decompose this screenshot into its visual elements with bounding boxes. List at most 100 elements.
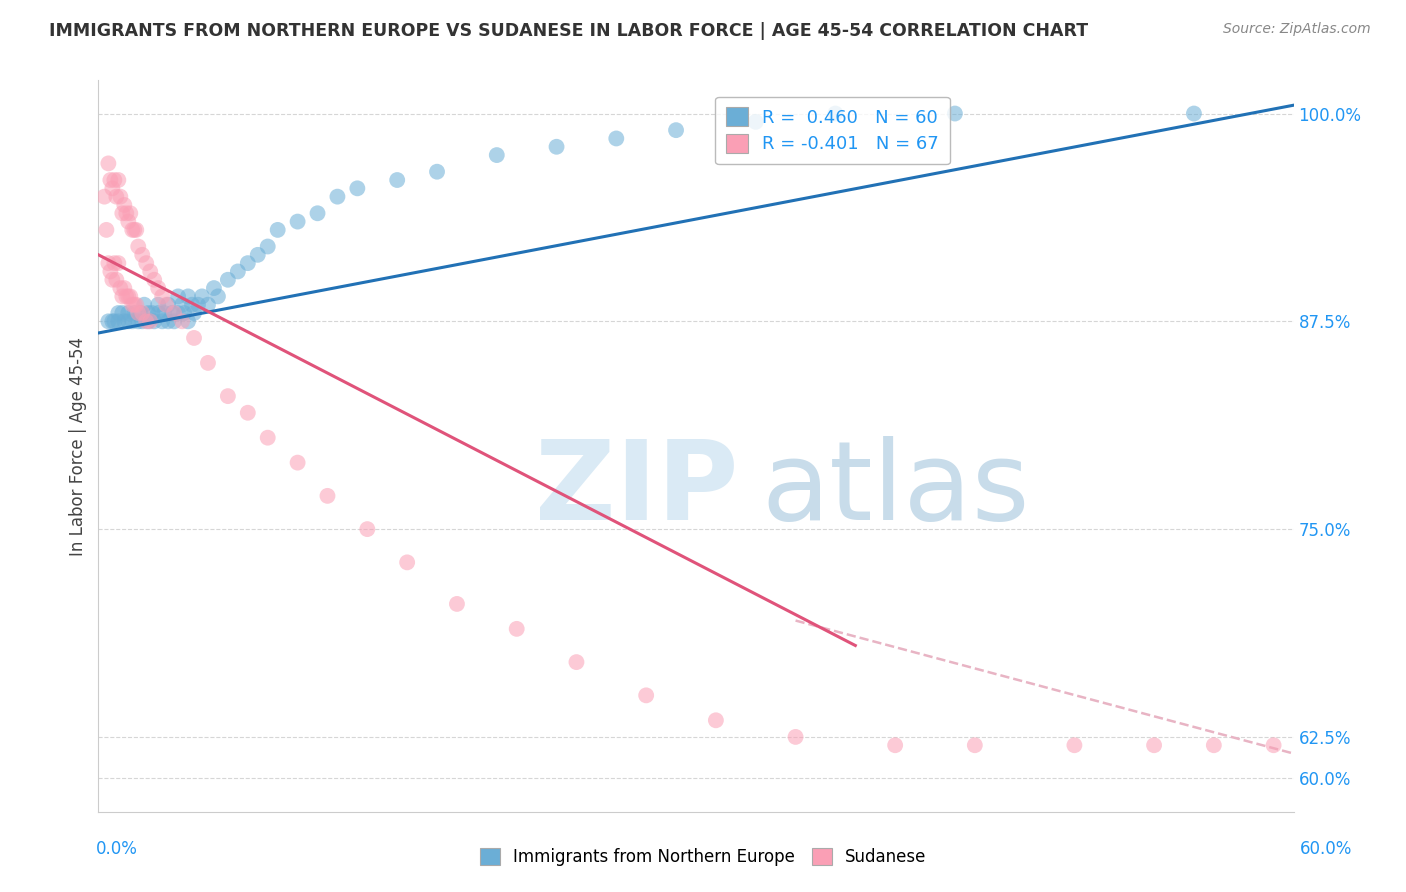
Point bbox=[236, 256, 259, 270]
Point bbox=[105, 273, 128, 287]
Point bbox=[124, 298, 146, 312]
Point bbox=[636, 689, 658, 703]
Point bbox=[127, 314, 149, 328]
Point bbox=[148, 298, 170, 312]
Point bbox=[191, 289, 214, 303]
Point bbox=[107, 306, 129, 320]
Point bbox=[173, 306, 195, 320]
Point bbox=[197, 298, 219, 312]
Point bbox=[139, 264, 162, 278]
Point bbox=[1143, 738, 1166, 752]
Point bbox=[177, 314, 200, 328]
Point bbox=[704, 714, 727, 728]
Point bbox=[93, 189, 115, 203]
Point bbox=[385, 173, 409, 187]
Point bbox=[136, 306, 159, 320]
Point bbox=[125, 223, 148, 237]
Point bbox=[217, 273, 239, 287]
Point bbox=[143, 273, 166, 287]
Point bbox=[356, 522, 378, 536]
Point bbox=[202, 281, 225, 295]
Point bbox=[121, 298, 143, 312]
Point bbox=[605, 131, 627, 145]
Point bbox=[112, 314, 135, 328]
Point bbox=[745, 115, 768, 129]
Point bbox=[107, 314, 129, 328]
Point bbox=[97, 156, 120, 170]
Point bbox=[267, 223, 290, 237]
Point bbox=[131, 248, 153, 262]
Point bbox=[316, 489, 339, 503]
Point bbox=[197, 356, 219, 370]
Point bbox=[163, 306, 186, 320]
Point bbox=[117, 214, 139, 228]
Point bbox=[157, 298, 180, 312]
Point bbox=[129, 306, 152, 320]
Point bbox=[117, 314, 139, 328]
Point bbox=[120, 289, 142, 303]
Point bbox=[256, 239, 278, 253]
Point bbox=[217, 389, 239, 403]
Point bbox=[141, 306, 163, 320]
Point bbox=[150, 314, 173, 328]
Point bbox=[183, 306, 205, 320]
Point bbox=[103, 314, 125, 328]
Point bbox=[115, 206, 138, 220]
Point bbox=[665, 123, 688, 137]
Point bbox=[485, 148, 508, 162]
Point bbox=[139, 314, 162, 328]
Point bbox=[943, 106, 966, 120]
Point bbox=[824, 106, 846, 120]
Point bbox=[96, 223, 118, 237]
Point bbox=[148, 281, 170, 295]
Point bbox=[246, 248, 269, 262]
Point bbox=[125, 298, 148, 312]
Point bbox=[172, 298, 194, 312]
Point bbox=[98, 173, 122, 187]
Point bbox=[107, 256, 129, 270]
Point bbox=[98, 264, 122, 278]
Point bbox=[163, 314, 186, 328]
Point bbox=[1063, 738, 1085, 752]
Point bbox=[110, 189, 132, 203]
Text: 0.0%: 0.0% bbox=[96, 840, 138, 858]
Point bbox=[97, 256, 120, 270]
Point bbox=[167, 289, 190, 303]
Point bbox=[785, 730, 807, 744]
Text: IMMIGRANTS FROM NORTHERN EUROPE VS SUDANESE IN LABOR FORCE | AGE 45-54 CORRELATI: IMMIGRANTS FROM NORTHERN EUROPE VS SUDAN… bbox=[49, 22, 1088, 40]
Text: Source: ZipAtlas.com: Source: ZipAtlas.com bbox=[1223, 22, 1371, 37]
Point bbox=[131, 306, 153, 320]
Point bbox=[256, 431, 278, 445]
Point bbox=[183, 331, 205, 345]
Point bbox=[117, 289, 139, 303]
Text: ZIP: ZIP bbox=[534, 436, 738, 543]
Point bbox=[963, 738, 986, 752]
Point bbox=[226, 264, 249, 278]
Point bbox=[446, 597, 468, 611]
Point bbox=[187, 298, 209, 312]
Point bbox=[131, 314, 153, 328]
Point bbox=[546, 140, 568, 154]
Point bbox=[172, 314, 194, 328]
Point bbox=[117, 306, 139, 320]
Point bbox=[426, 164, 449, 178]
Point bbox=[396, 555, 419, 569]
Point bbox=[110, 281, 132, 295]
Point bbox=[157, 314, 180, 328]
Point bbox=[115, 289, 138, 303]
Point bbox=[97, 314, 120, 328]
Point bbox=[506, 622, 529, 636]
Text: 60.0%: 60.0% bbox=[1301, 840, 1353, 858]
Point bbox=[112, 281, 135, 295]
Point bbox=[121, 314, 143, 328]
Point bbox=[287, 214, 309, 228]
Point bbox=[120, 206, 142, 220]
Point bbox=[236, 406, 259, 420]
Point bbox=[150, 289, 173, 303]
Point bbox=[1263, 738, 1285, 752]
Point bbox=[124, 306, 146, 320]
Point bbox=[105, 189, 128, 203]
Point bbox=[326, 189, 349, 203]
Point bbox=[148, 306, 170, 320]
Point bbox=[121, 223, 143, 237]
